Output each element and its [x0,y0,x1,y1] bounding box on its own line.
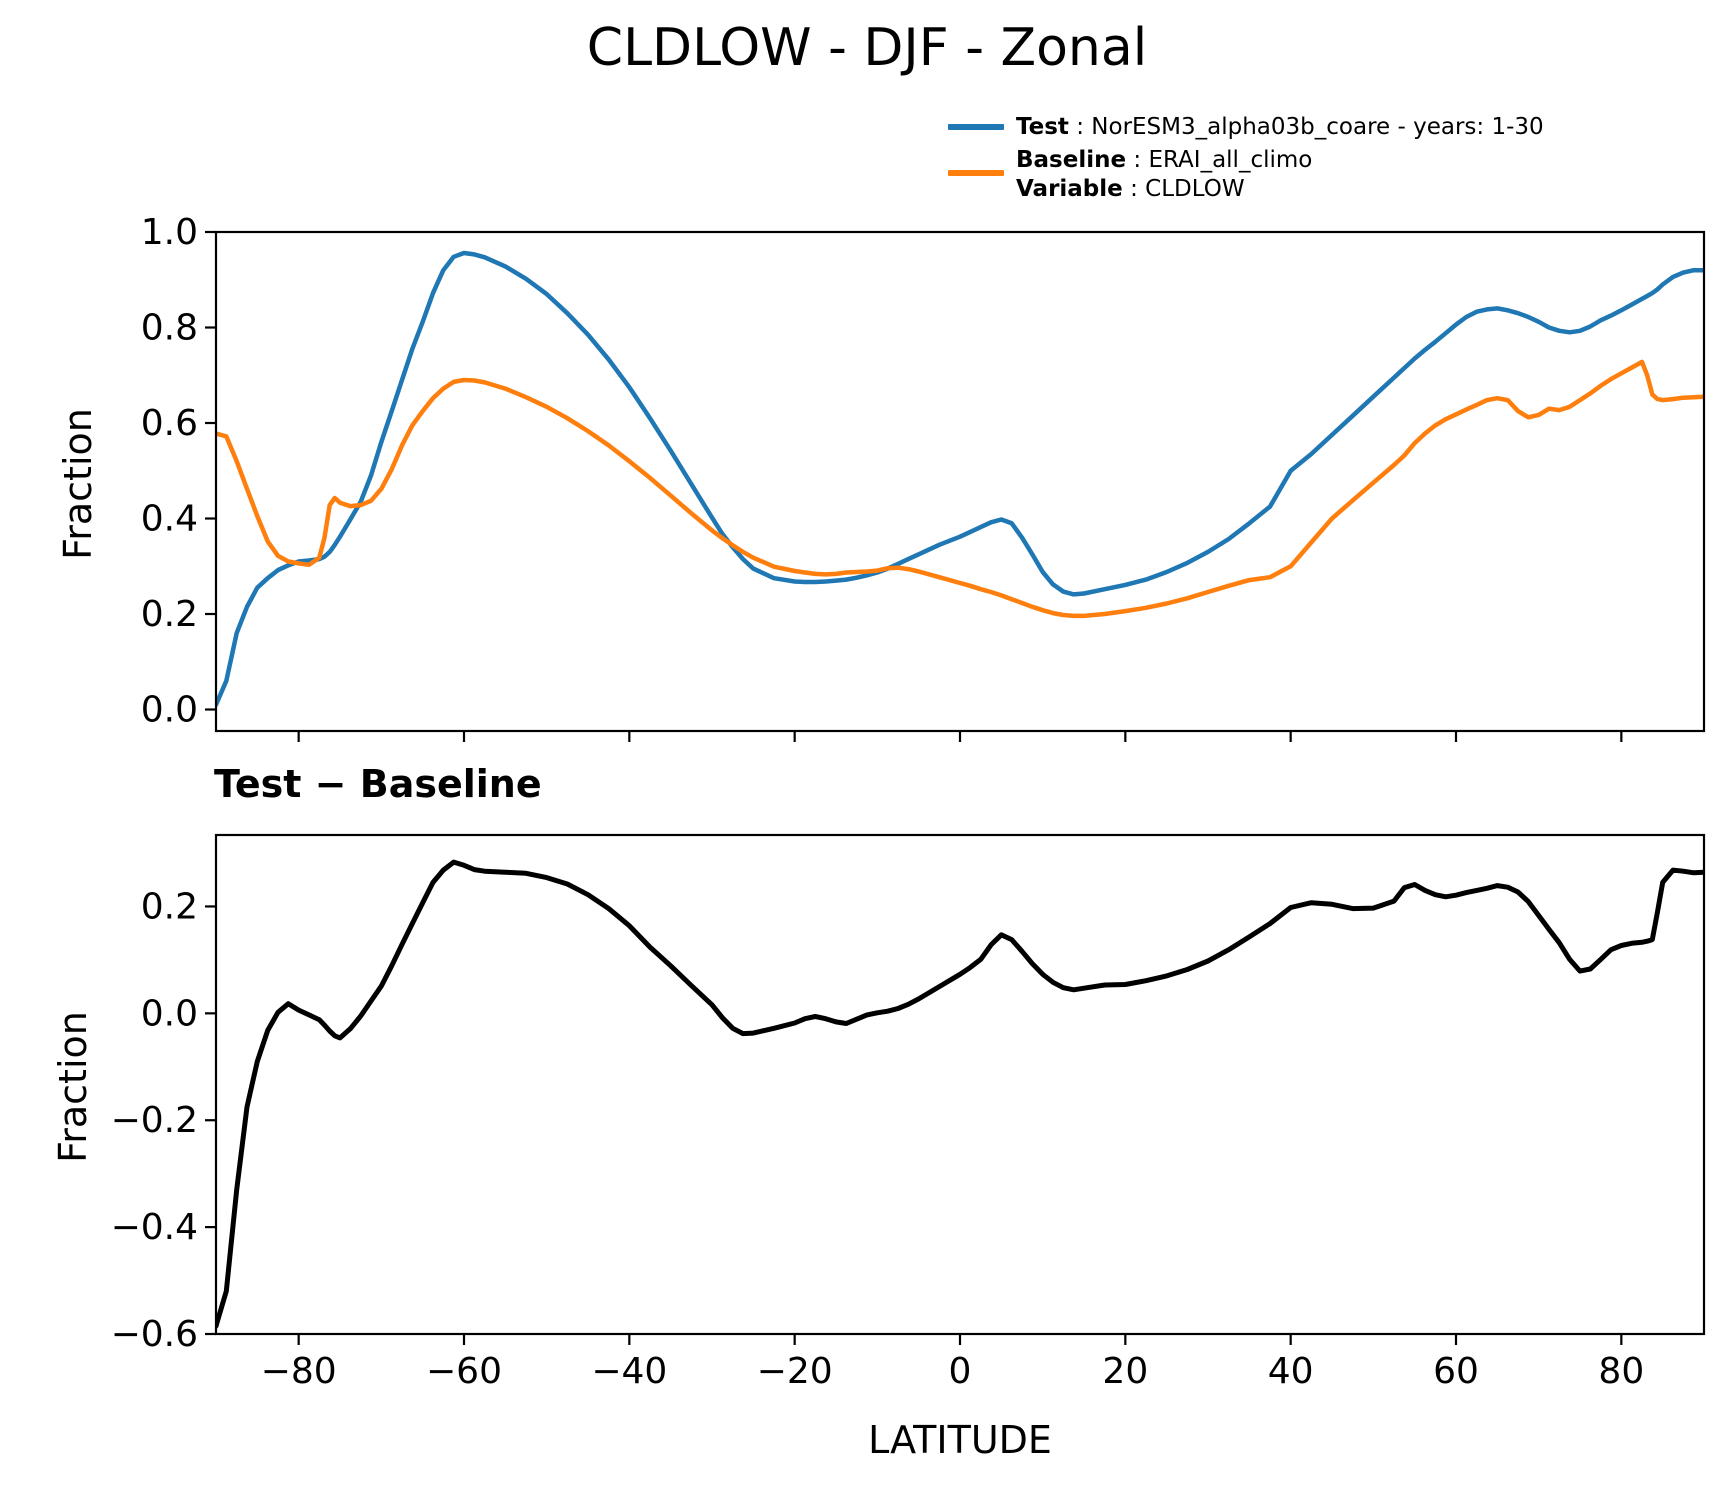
legend-baseline-label: Baseline [1016,147,1127,173]
legend-entry-baseline: Baseline : ERAI_all_climo [1016,147,1312,173]
x-tick-label: 0 [949,1351,972,1392]
y-tick-label: −0.4 [111,1207,198,1248]
y-tick-label: 0.2 [141,886,198,927]
y-tick-label: −0.2 [111,1100,198,1141]
x-tick-label: 40 [1268,1351,1314,1392]
baseline-curve [215,359,1705,619]
x-tick-label: 80 [1598,1351,1644,1392]
bottom-panel-subtitle: Test − Baseline [214,762,542,806]
chart-title: CLDLOW - DJF - Zonal [586,18,1148,78]
y-tick-label: 0.2 [141,594,198,635]
legend-test-label: Test [1016,114,1069,140]
x-tick-label: 20 [1102,1351,1148,1392]
top-panel-chart: 0.0 0.2 0.4 0.6 0.8 1.0 [141,212,1706,742]
bottom-panel-chart: −80 −60 −40 −20 0 20 40 60 80 0.2 0.0 −0.2 −0.4 −0.6 [111,833,1706,1392]
x-tick-label: −20 [757,1351,833,1392]
x-tick-label: −80 [261,1351,337,1392]
legend-entry-test: Test : NorESM3_alpha03b_coare - years: 1… [1016,114,1544,140]
baseline-line-swatch [948,170,1004,176]
y-tick-label: 0.0 [141,690,198,731]
x-axis-label: LATITUDE [868,1418,1052,1462]
legend-variable-label: Variable [1016,176,1123,202]
legend-entry-variable: Variable : CLDLOW [1016,176,1245,202]
y-tick-label: 0.6 [141,403,198,444]
top-axes-box [214,230,1706,733]
difference-curve [215,859,1705,1329]
legend-variable-value: : CLDLOW [1122,176,1245,202]
test-curve [215,250,1705,707]
y-tick-label: 1.0 [141,212,198,253]
y-tick-label: 0.0 [141,993,198,1034]
x-tick-label: 60 [1433,1351,1479,1392]
y-tick-label: 0.8 [141,308,198,349]
test-line-swatch [948,124,1004,130]
bottom-axes-box [214,833,1706,1336]
x-tick-label: −40 [591,1351,667,1392]
legend-baseline-value: : ERAI_all_climo [1126,147,1313,173]
x-tick-label: −60 [426,1351,502,1392]
legend-test-value: : NorESM3_alpha03b_coare - years: 1-30 [1068,114,1544,140]
y-tick-label: 0.4 [141,499,198,540]
y-tick-label: −0.6 [111,1314,198,1355]
